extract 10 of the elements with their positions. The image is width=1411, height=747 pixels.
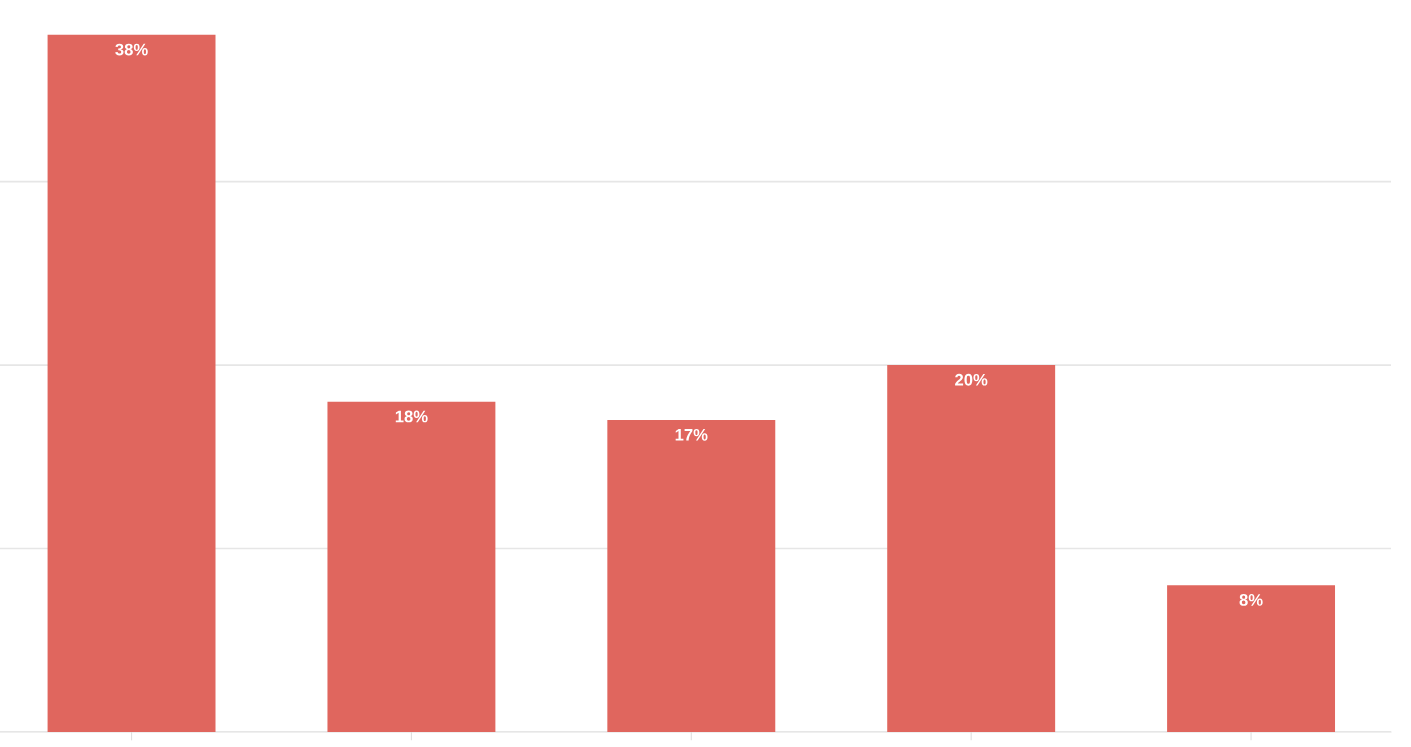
data-label: 18% [395, 410, 428, 423]
bar [47, 34, 216, 732]
data-label: 8% [1239, 594, 1263, 606]
data-label: 20% [955, 373, 988, 386]
bar [1167, 585, 1336, 732]
bar [327, 401, 496, 732]
bar [887, 365, 1056, 732]
bar [607, 420, 776, 732]
data-label: 17% [675, 428, 708, 441]
data-label: 38% [115, 43, 148, 56]
